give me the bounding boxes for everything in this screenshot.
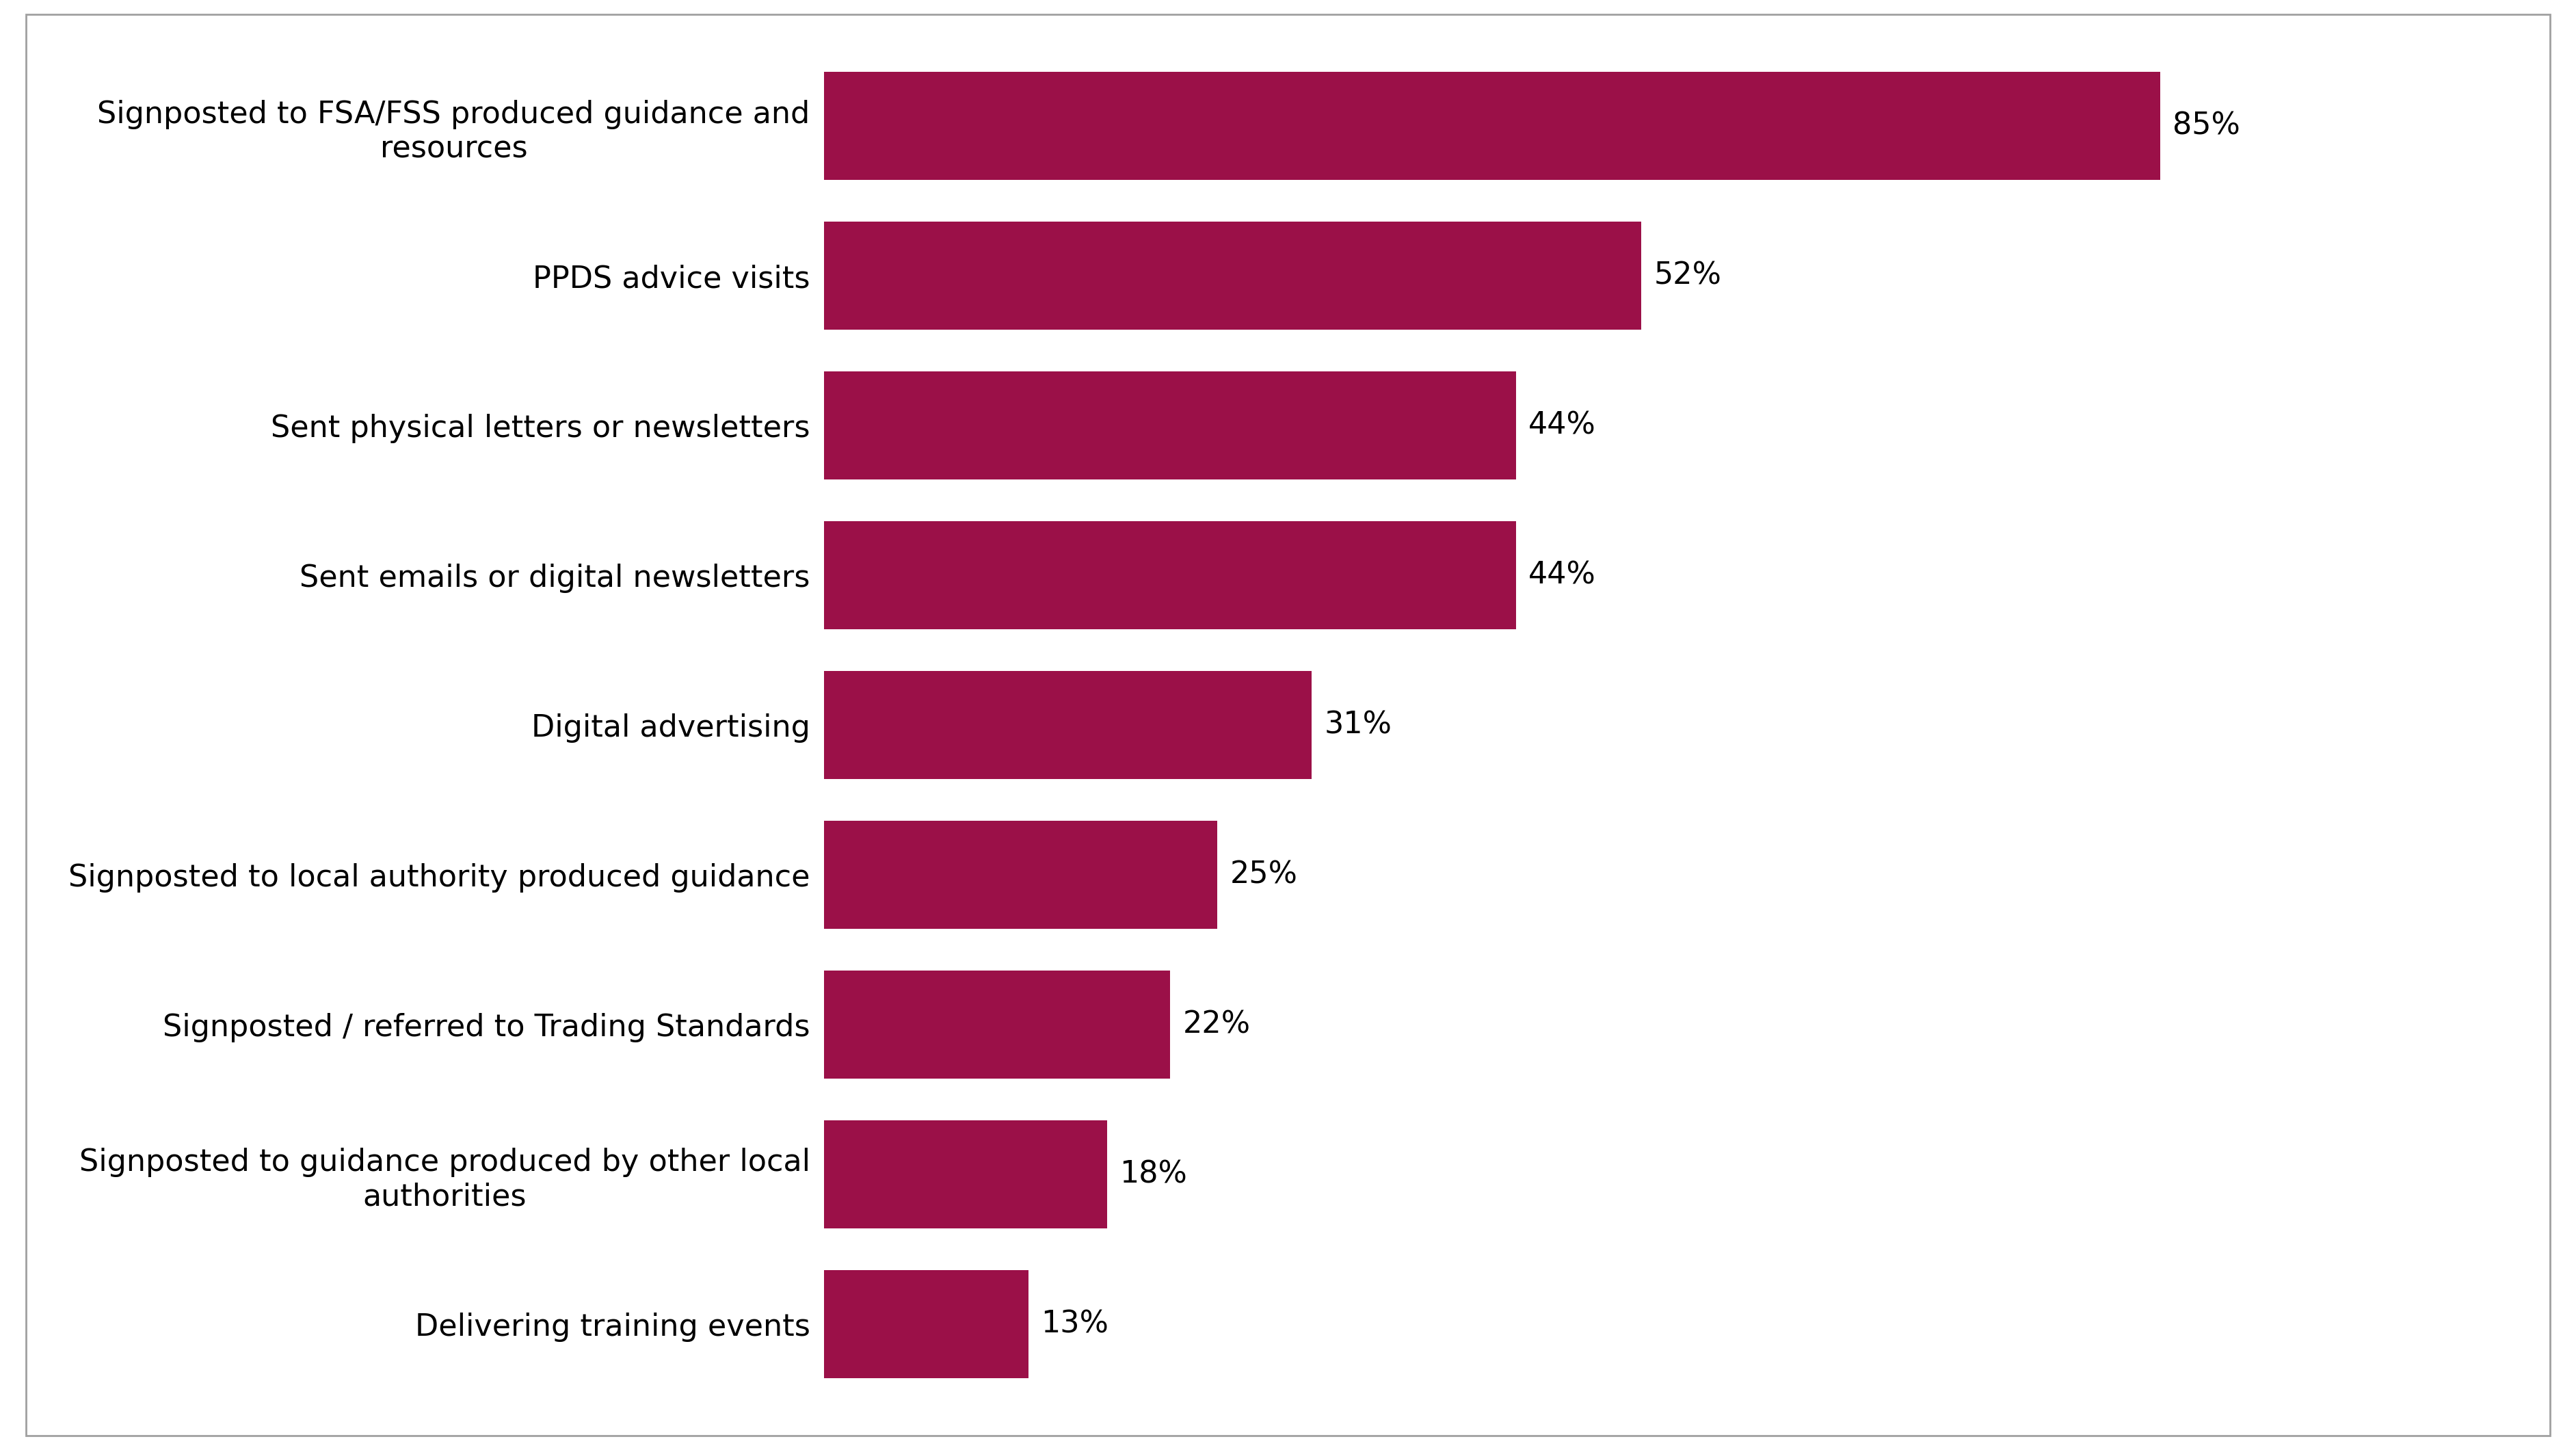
Bar bbox=[824, 222, 1641, 329]
Text: 85%: 85% bbox=[2172, 112, 2241, 141]
Text: 18%: 18% bbox=[1121, 1160, 1188, 1189]
Bar bbox=[824, 970, 1170, 1079]
Text: 31%: 31% bbox=[1324, 710, 1391, 740]
Bar bbox=[824, 821, 1218, 928]
Bar bbox=[824, 371, 1515, 480]
Bar bbox=[824, 1121, 1108, 1228]
Text: 44%: 44% bbox=[1528, 561, 1597, 590]
Text: 22%: 22% bbox=[1182, 1009, 1249, 1040]
Bar bbox=[824, 72, 2161, 180]
Text: 44%: 44% bbox=[1528, 410, 1597, 441]
Bar bbox=[824, 671, 1311, 779]
Text: 52%: 52% bbox=[1654, 261, 1721, 290]
Text: 25%: 25% bbox=[1229, 860, 1298, 889]
Bar bbox=[824, 1270, 1028, 1377]
Bar bbox=[824, 522, 1515, 629]
Text: 13%: 13% bbox=[1041, 1309, 1108, 1338]
